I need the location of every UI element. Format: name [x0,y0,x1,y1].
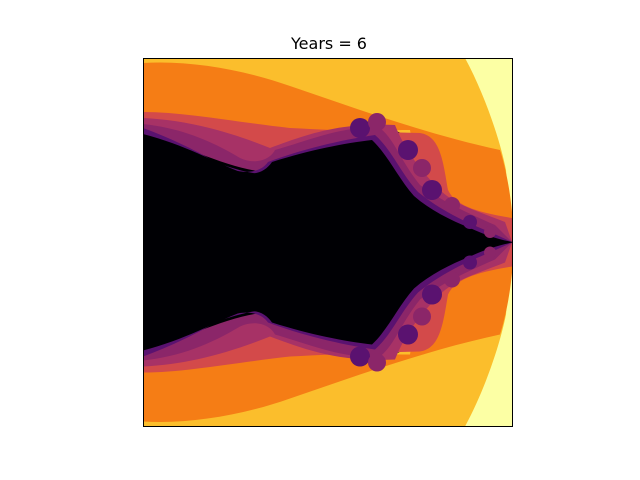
chart-title: Years = 6 [290,34,367,53]
axes-frame [143,58,513,427]
lower-half [143,242,513,427]
plot-area [143,58,513,427]
upper-half [143,58,513,242]
